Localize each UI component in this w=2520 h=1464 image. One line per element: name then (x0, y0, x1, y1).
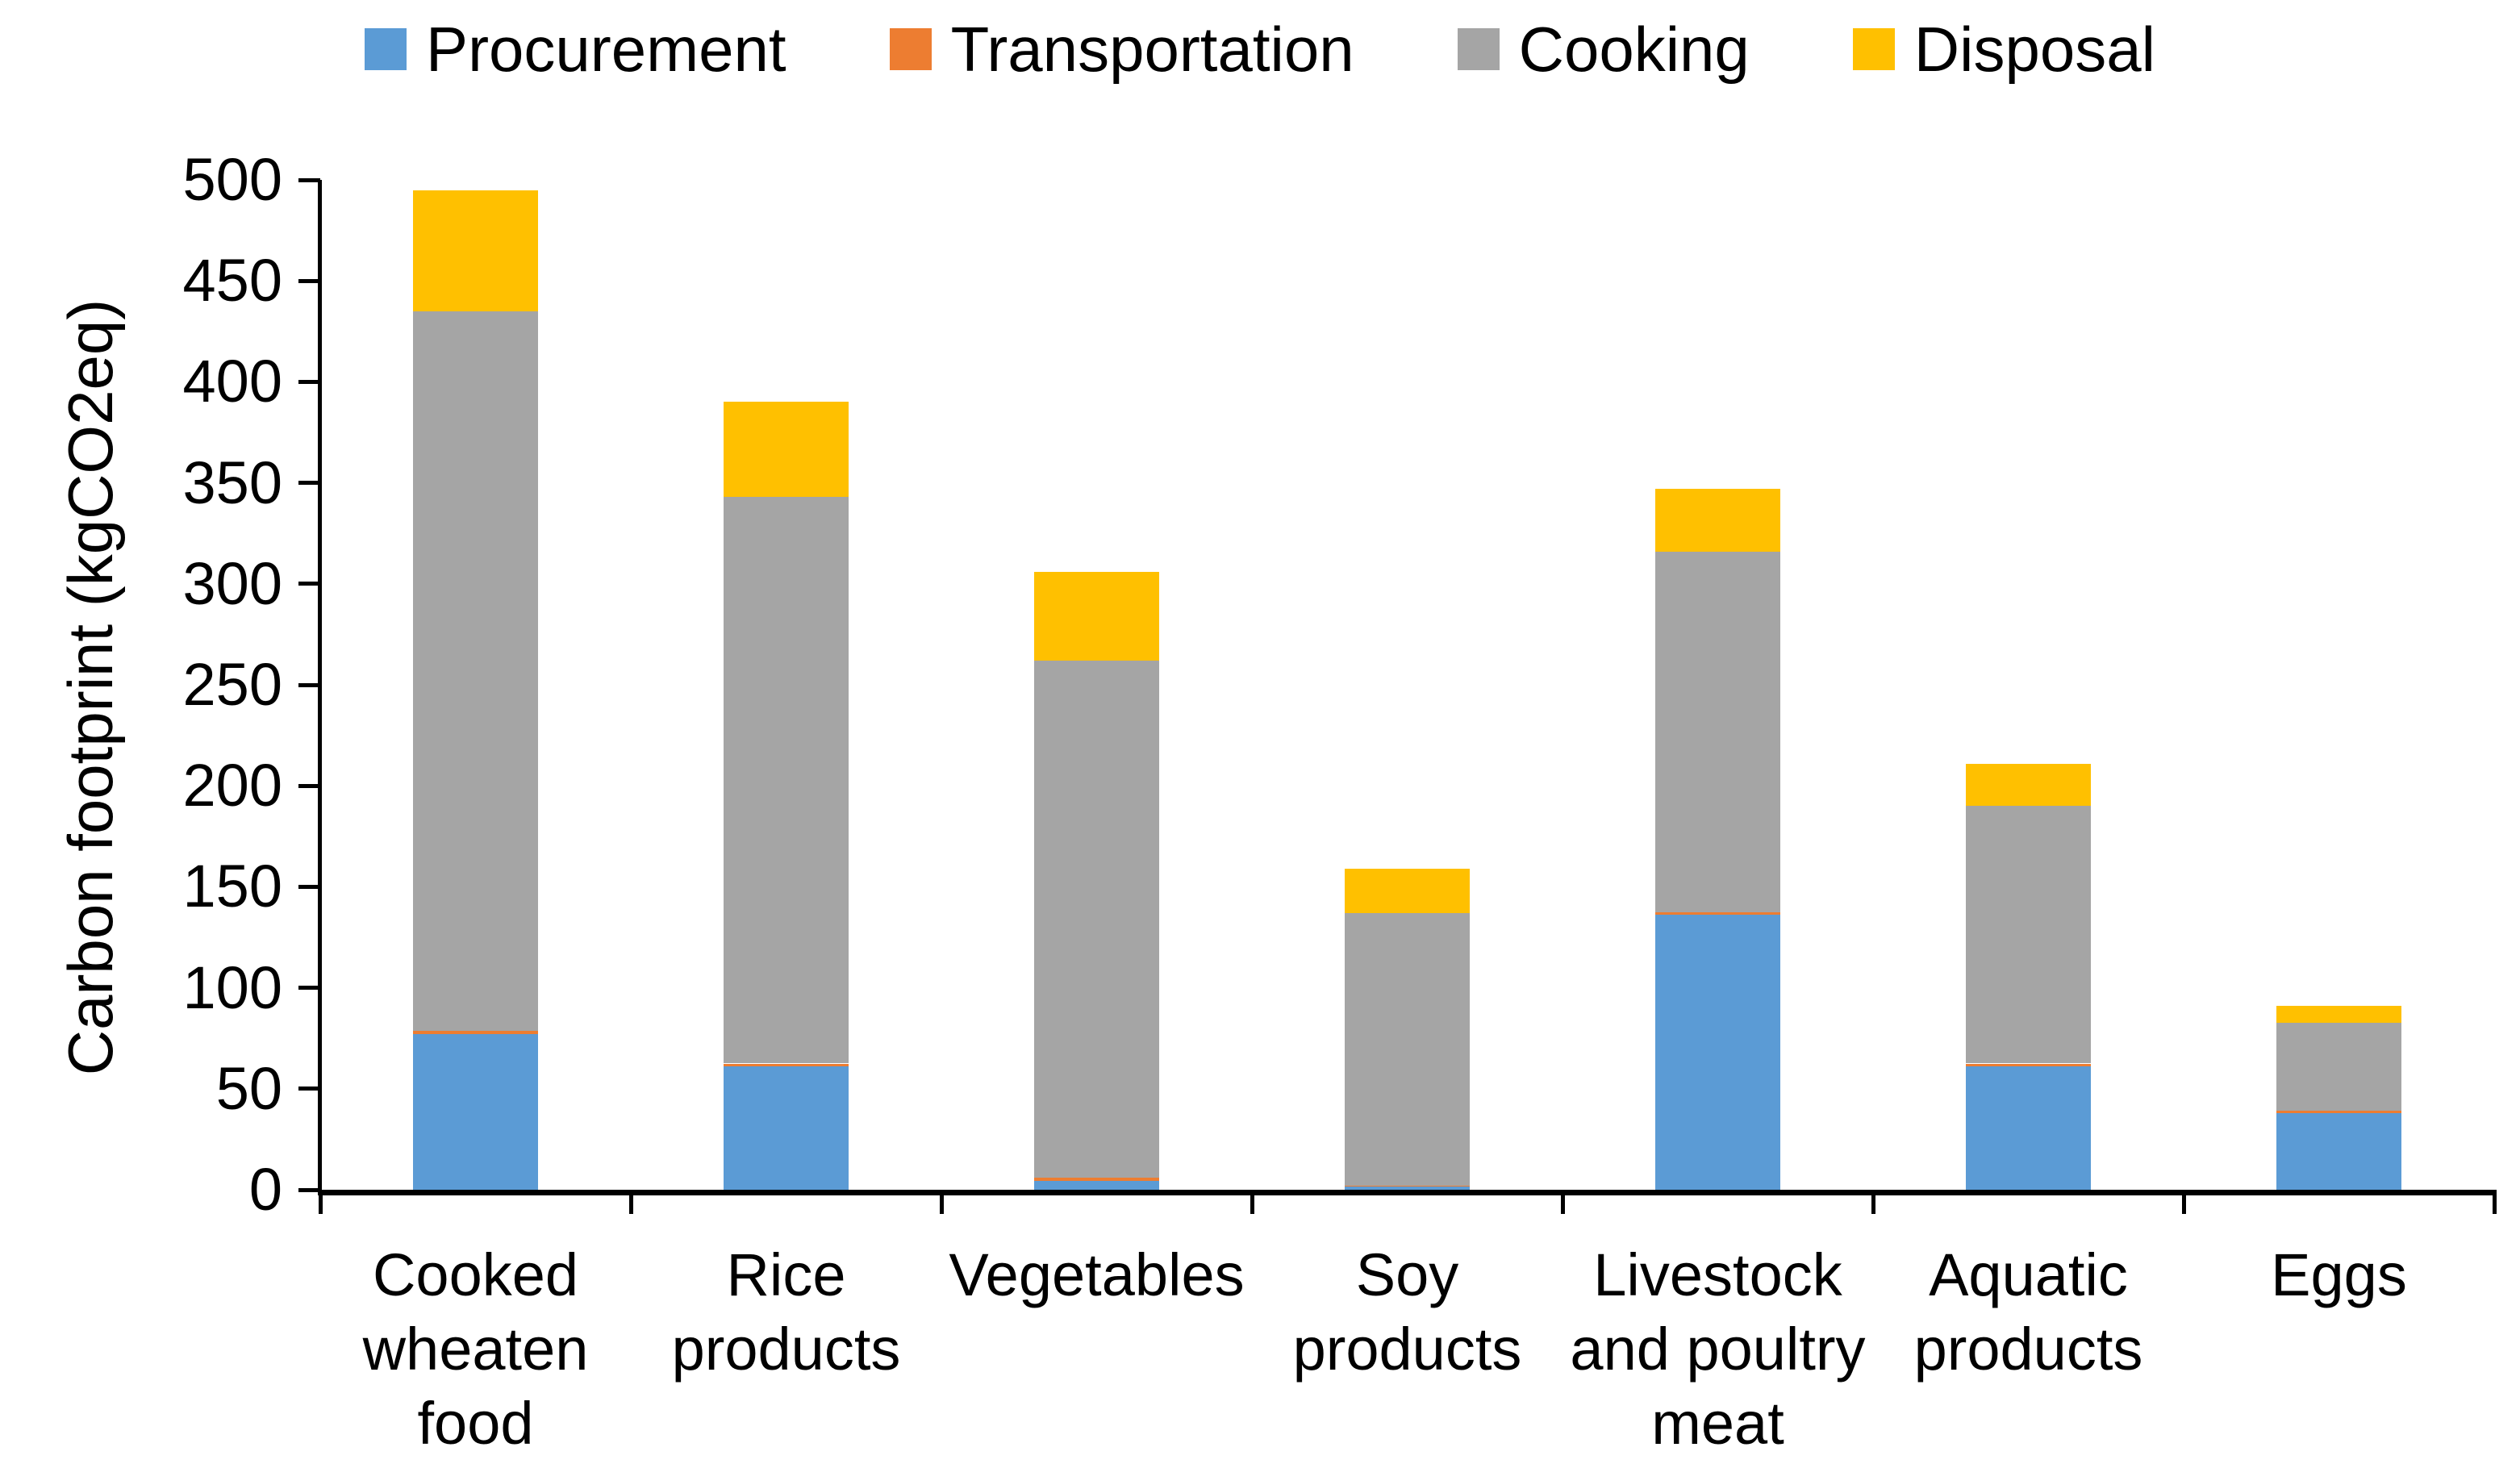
bar-segment-transportation-aquatic-products (1966, 1063, 2091, 1067)
y-tick-label-0: 0 (248, 1156, 282, 1223)
bar-segment-disposal-livestock-and-poultry-meat (1655, 489, 1780, 552)
x-axis-boundary-tick-1 (628, 1190, 633, 1214)
bar-segment-disposal-eggs (2276, 1006, 2401, 1024)
y-tick-mark-150 (298, 884, 320, 889)
y-tick-mark-0 (298, 1187, 320, 1192)
y-tick-mark-200 (298, 783, 320, 788)
y-tick-label-100: 100 (182, 953, 282, 1021)
y-tick-label-300: 300 (182, 549, 282, 617)
x-category-label-cooked-wheaten-food: Cooked wheaten food (274, 1238, 678, 1461)
x-category-label-line: Vegetables (949, 1241, 1245, 1308)
x-category-label-vegetables: Vegetables (895, 1238, 1299, 1312)
bar-segment-procurement-vegetables (1034, 1180, 1159, 1190)
y-tick-mark-350 (298, 481, 320, 486)
x-category-label-line: and poultry (1570, 1316, 1866, 1383)
bar-segment-procurement-eggs (2276, 1112, 2401, 1190)
bar-segment-transportation-cooked-wheaten-food (413, 1031, 538, 1035)
x-category-label-line: Soy (1355, 1241, 1459, 1308)
y-tick-mark-300 (298, 582, 320, 586)
x-category-label-soy-products: Soy products (1206, 1238, 1609, 1387)
bar-segment-cooking-eggs (2276, 1023, 2401, 1112)
legend-label-transportation: Transportation (950, 14, 1354, 85)
bar-segment-transportation-eggs (2276, 1111, 2401, 1113)
y-axis-line (318, 180, 322, 1195)
x-category-label-line: Aquatic (1929, 1241, 2128, 1308)
bar-segment-procurement-livestock-and-poultry-meat (1655, 915, 1780, 1190)
bar-segment-disposal-cooked-wheaten-food (413, 190, 538, 311)
bar-segment-procurement-cooked-wheaten-food (413, 1034, 538, 1190)
legend-swatch-procurement (365, 28, 407, 70)
y-tick-label-350: 350 (182, 448, 282, 516)
y-tick-label-400: 400 (182, 348, 282, 415)
bar-segment-procurement-rice-products (724, 1066, 849, 1190)
bar-segment-procurement-soy-products (1345, 1187, 1470, 1190)
bar-segment-cooking-vegetables (1034, 660, 1159, 1178)
x-axis-boundary-tick-7 (2492, 1190, 2497, 1214)
y-tick-label-150: 150 (182, 853, 282, 920)
x-category-label-line: food (417, 1390, 534, 1457)
y-tick-mark-250 (298, 682, 320, 687)
legend-label-cooking: Cooking (1518, 14, 1750, 85)
bar-segment-disposal-aquatic-products (1966, 763, 2091, 807)
legend-swatch-cooking (1457, 28, 1500, 70)
bar-segment-transportation-livestock-and-poultry-meat (1655, 911, 1780, 916)
x-axis-boundary-tick-5 (1871, 1190, 1875, 1214)
x-category-label-line: Eggs (2271, 1241, 2407, 1308)
x-axis-boundary-tick-0 (318, 1190, 323, 1214)
x-category-label-rice-products: Rice products (585, 1238, 988, 1387)
y-tick-label-50: 50 (215, 1054, 282, 1122)
legend-swatch-disposal (1852, 28, 1895, 70)
x-category-label-livestock-and-poultry-meat: Livestock and poultry meat (1517, 1238, 1920, 1461)
legend-swatch-transportation (889, 28, 932, 70)
bar-segment-transportation-rice-products (724, 1063, 849, 1067)
y-tick-label-200: 200 (182, 752, 282, 820)
legend-item-cooking: Cooking (1457, 14, 1750, 85)
x-category-label-line: Cooked (372, 1241, 579, 1308)
x-category-label-line: Livestock (1593, 1241, 1842, 1308)
y-tick-mark-450 (298, 278, 320, 283)
x-category-label-line: meat (1651, 1390, 1784, 1457)
bar-segment-disposal-rice-products (724, 402, 849, 498)
x-category-label-line: wheaten (362, 1316, 589, 1383)
y-tick-label-500: 500 (182, 146, 282, 213)
bar-segment-cooking-soy-products (1345, 912, 1470, 1186)
legend-item-transportation: Transportation (889, 14, 1354, 85)
x-axis-boundary-tick-3 (1250, 1190, 1254, 1214)
y-tick-mark-500 (298, 177, 320, 182)
bar-segment-cooking-rice-products (724, 497, 849, 1064)
bar-segment-procurement-aquatic-products (1966, 1066, 2091, 1190)
y-tick-label-250: 250 (182, 651, 282, 718)
x-category-label-line: products (1913, 1316, 2143, 1383)
x-axis-line (318, 1190, 2497, 1195)
x-category-label-line: Rice (726, 1241, 846, 1308)
x-category-label-line: products (671, 1316, 901, 1383)
y-tick-mark-100 (298, 986, 320, 991)
x-axis-boundary-tick-6 (2181, 1190, 2186, 1214)
chart-legend: Procurement Transportation Cooking Disposal (0, 18, 2520, 81)
y-tick-mark-400 (298, 379, 320, 384)
x-category-label-line: products (1292, 1316, 1522, 1383)
y-tick-mark-50 (298, 1087, 320, 1091)
bar-segment-cooking-aquatic-products (1966, 806, 2091, 1064)
x-axis-boundary-tick-4 (1560, 1190, 1565, 1214)
x-category-label-eggs: Eggs (2138, 1238, 2520, 1312)
legend-item-procurement: Procurement (365, 18, 786, 81)
legend-label-procurement: Procurement (426, 14, 786, 85)
bar-segment-transportation-soy-products (1345, 1185, 1470, 1187)
x-category-label-aquatic-products: Aquatic products (1827, 1238, 2230, 1387)
bar-segment-disposal-vegetables (1034, 571, 1159, 661)
legend-item-disposal: Disposal (1852, 14, 2155, 85)
bar-segment-cooking-cooked-wheaten-food (413, 311, 538, 1032)
bar-segment-cooking-livestock-and-poultry-meat (1655, 551, 1780, 912)
bar-segment-transportation-vegetables (1034, 1177, 1159, 1181)
bar-segment-disposal-soy-products (1345, 868, 1470, 913)
x-axis-boundary-tick-2 (939, 1190, 944, 1214)
y-tick-label-450: 450 (182, 247, 282, 315)
legend-label-disposal: Disposal (1913, 14, 2155, 85)
